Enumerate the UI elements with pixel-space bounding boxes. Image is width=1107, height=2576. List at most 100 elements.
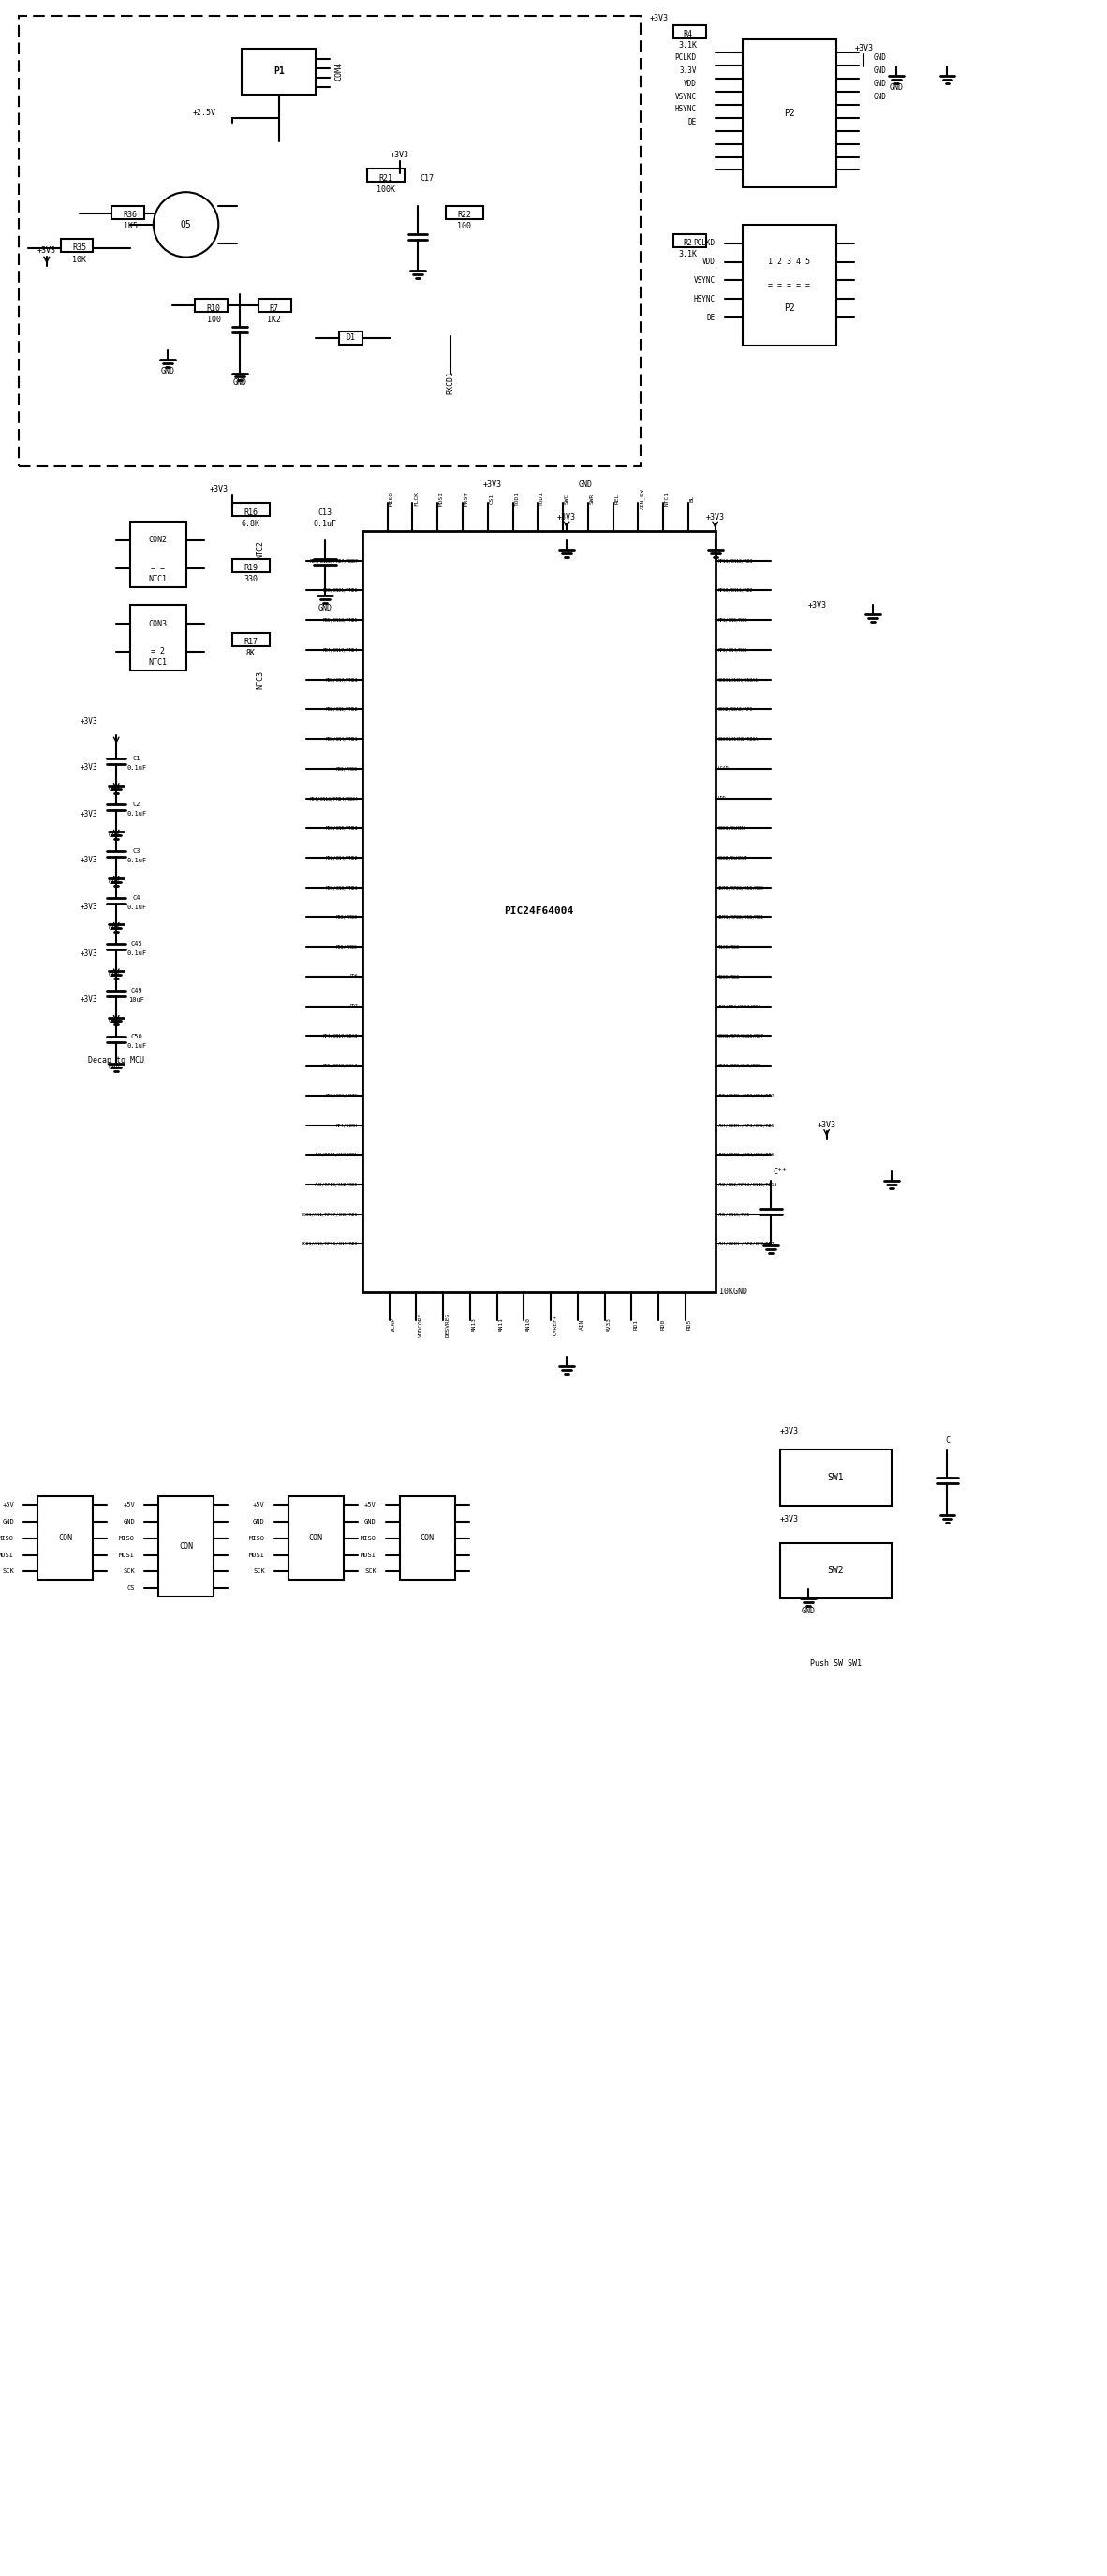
Text: AN5/CN15/RB5: AN5/CN15/RB5 (718, 1211, 751, 1216)
Text: SCK: SCK (364, 1569, 376, 1574)
Text: DESVREG: DESVREG (445, 1311, 449, 1337)
Text: 3.1K: 3.1K (677, 41, 696, 49)
Text: SCK: SCK (252, 1569, 265, 1574)
Bar (780, 1450, 891, 1507)
Text: R2: R2 (683, 240, 692, 247)
Bar (258, 299, 291, 312)
Text: +5V: +5V (123, 1502, 135, 1507)
Text: RD5/PMD5: RD5/PMD5 (337, 945, 358, 948)
Text: R7: R7 (269, 304, 279, 312)
Text: +3V3: +3V3 (706, 513, 725, 520)
Text: AIN: AIN (580, 1319, 584, 1329)
Text: AN0/RP10/CN2/RB0: AN0/RP10/CN2/RB0 (314, 1182, 358, 1188)
Bar (241, 49, 315, 95)
Bar (158, 1497, 214, 1597)
Text: +3V3: +3V3 (80, 855, 97, 866)
Text: GND: GND (108, 878, 121, 884)
Text: VSYNC: VSYNC (693, 276, 715, 283)
Text: NTC1: NTC1 (665, 492, 670, 505)
Text: R21: R21 (379, 175, 393, 183)
Text: 10KGND: 10KGND (720, 1288, 748, 1296)
Text: C17: C17 (421, 175, 434, 183)
Text: SCK: SCK (123, 1569, 135, 1574)
Text: GND: GND (108, 1064, 121, 1072)
Text: GND: GND (108, 832, 121, 837)
Bar (38, 1497, 93, 1579)
Text: 10uF: 10uF (128, 997, 145, 1002)
Text: SCK1/RP7/CN15/RB7: SCK1/RP7/CN15/RB7 (718, 1033, 764, 1038)
Bar (368, 170, 404, 183)
Text: CS: CS (127, 1584, 135, 1592)
Text: SOOCLK1CK/SN0A1: SOOCLK1CK/SN0A1 (718, 677, 758, 683)
Text: GND: GND (232, 379, 247, 386)
Bar (112, 206, 144, 219)
Bar (61, 240, 93, 252)
Text: 0.1uF: 0.1uF (313, 520, 337, 528)
Text: RB4/CN17/PMD4: RB4/CN17/PMD4 (323, 647, 358, 652)
Text: RP0/CN4/RC5: RP0/CN4/RC5 (718, 647, 747, 652)
Text: MOSI: MOSI (361, 1553, 376, 1558)
Text: AN1/RP11/CN3/RB1: AN1/RP11/CN3/RB1 (314, 1151, 358, 1157)
Text: +5V: +5V (2, 1502, 14, 1507)
Text: RB1/CN4/PMD1: RB1/CN4/PMD1 (325, 737, 358, 742)
Text: +3V3: +3V3 (780, 1427, 799, 1435)
Text: HSYNC: HSYNC (693, 294, 715, 304)
Text: RP10/CN11/RB2: RP10/CN11/RB2 (718, 587, 753, 592)
Text: R35: R35 (72, 245, 86, 252)
Text: D1: D1 (345, 335, 355, 343)
Text: NTC1: NTC1 (148, 574, 167, 582)
Text: +3V3: +3V3 (780, 1515, 799, 1525)
Bar (743, 224, 836, 345)
Text: GND: GND (108, 786, 121, 791)
Text: RB7/CN22/PMD7/RBB7: RB7/CN22/PMD7/RBB7 (309, 559, 358, 564)
Text: GND: GND (108, 1018, 121, 1023)
Text: +3V3: +3V3 (557, 513, 576, 520)
Text: C13: C13 (318, 507, 332, 518)
Text: 0.1uF: 0.1uF (127, 858, 147, 863)
Text: +3V3: +3V3 (209, 484, 228, 495)
Text: +3V3: +3V3 (80, 762, 97, 773)
Text: 0.1uF: 0.1uF (127, 811, 147, 817)
Text: MOSI: MOSI (0, 1553, 14, 1558)
Text: FLCK: FLCK (414, 492, 420, 505)
Text: AN3/C2IN+/RP4/CN6/RB6: AN3/C2IN+/RP4/CN6/RB6 (718, 1151, 775, 1157)
Text: INT0/RP23/CN1/RD0: INT0/RP23/CN1/RD0 (718, 886, 764, 889)
Text: AN3/RP4/CN13/RB4: AN3/RP4/CN13/RB4 (718, 1005, 761, 1010)
Text: VSYNC: VSYNC (675, 93, 696, 100)
Text: RD0: RD0 (661, 1319, 665, 1329)
Text: R17: R17 (244, 639, 258, 647)
Text: GND: GND (873, 67, 886, 75)
Text: RF5/CN18/SCL3: RF5/CN18/SCL3 (323, 1064, 358, 1069)
Text: P2: P2 (784, 304, 795, 312)
Text: MISO: MISO (390, 492, 394, 505)
Text: 100: 100 (207, 314, 220, 325)
Text: GND: GND (252, 1520, 265, 1525)
Bar (400, 1497, 455, 1579)
Text: GND: GND (2, 1520, 14, 1525)
Text: CON: CON (59, 1533, 72, 1543)
Text: NTC2: NTC2 (256, 541, 265, 559)
Text: RD1/CN3/PMD1: RD1/CN3/PMD1 (325, 886, 358, 889)
Text: +3V3: +3V3 (80, 948, 97, 958)
Text: C49: C49 (131, 987, 143, 994)
Text: C3: C3 (133, 848, 141, 855)
Text: RD2/CN4/PMD2: RD2/CN4/PMD2 (325, 855, 358, 860)
Text: SWR: SWR (590, 492, 594, 505)
Text: 6.8K: 6.8K (241, 520, 260, 528)
Text: 0.1uF: 0.1uF (127, 765, 147, 770)
Text: C2: C2 (133, 801, 141, 809)
Text: = = = = =: = = = = = (768, 281, 810, 289)
Text: = =: = = (151, 564, 165, 572)
Bar (673, 26, 706, 39)
Text: C: C (945, 1437, 950, 1445)
Text: NTC1: NTC1 (148, 659, 167, 667)
Bar (232, 559, 269, 572)
Text: OSC1/CLKIN: OSC1/CLKIN (718, 827, 745, 829)
Text: +3V3: +3V3 (817, 1121, 836, 1128)
Text: P1: P1 (273, 67, 284, 77)
Text: GND: GND (873, 93, 886, 100)
Text: CON: CON (309, 1533, 323, 1543)
Text: R16: R16 (244, 507, 258, 518)
Text: AN4/C2IN-/RP2/CN7/RB7: AN4/C2IN-/RP2/CN7/RB7 (718, 1242, 775, 1247)
Text: RD6: RD6 (350, 974, 358, 979)
